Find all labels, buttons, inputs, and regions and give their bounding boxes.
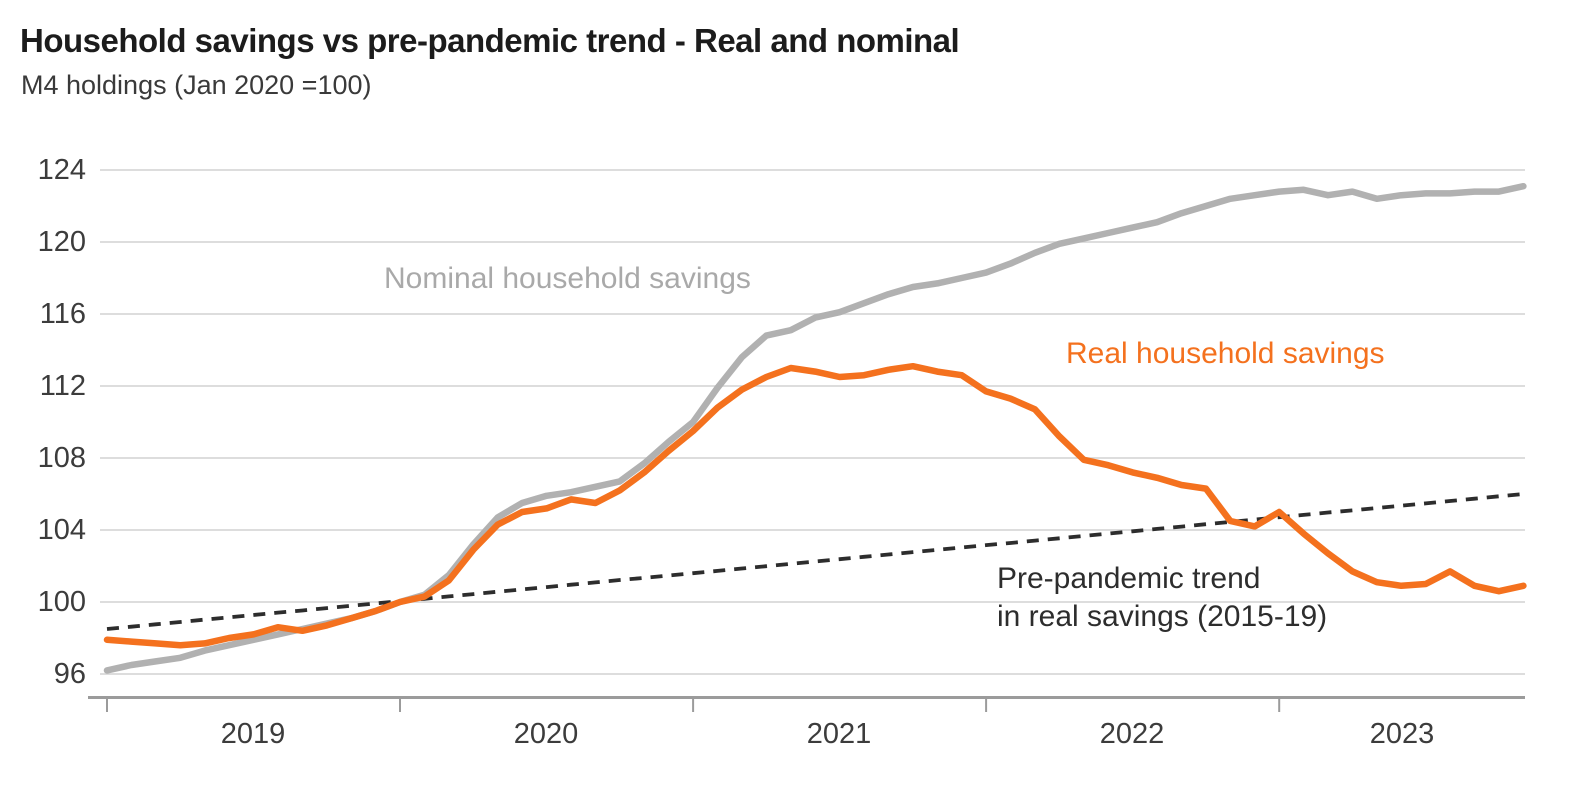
y-tick-label-116: 116	[39, 298, 86, 330]
y-tick-label-124: 124	[37, 154, 86, 186]
x-tick-label-2023: 2023	[1369, 718, 1435, 750]
trend-label-line1: Pre-pandemic trend	[997, 562, 1261, 595]
x-tick-label-2020: 2020	[513, 718, 579, 750]
trend-label-line2: in real savings (2015-19)	[997, 600, 1328, 633]
y-tick-label-100: 100	[37, 586, 86, 618]
series-label-trend: Pre-pandemic trend in real savings (2015…	[997, 560, 1327, 636]
series-label-real: Real household savings	[1066, 337, 1385, 370]
y-tick-label-108: 108	[37, 442, 86, 474]
y-tick-label-112: 112	[39, 370, 86, 402]
y-tick-label-104: 104	[37, 514, 86, 546]
x-tick-label-2022: 2022	[1099, 718, 1165, 750]
y-tick-label-96: 96	[53, 658, 86, 690]
x-tick-label-2019: 2019	[220, 718, 286, 750]
series-label-nominal: Nominal household savings	[384, 262, 751, 295]
chart-title: Household savings vs pre-pandemic trend …	[20, 22, 960, 59]
y-tick-label-120: 120	[37, 226, 86, 258]
chart-subtitle: M4 holdings (Jan 2020 =100)	[21, 70, 372, 100]
x-tick-label-2021: 2021	[806, 718, 872, 750]
series-line-real	[103, 362, 1527, 649]
